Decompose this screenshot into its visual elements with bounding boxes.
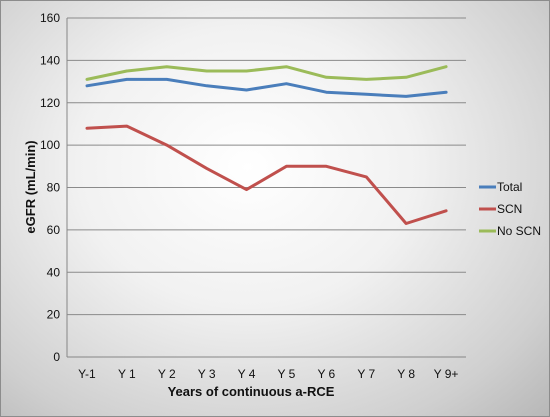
y-tick-label: 120 — [40, 96, 60, 110]
x-tick-label: Y 2 — [158, 367, 176, 381]
legend-label: Total — [497, 180, 522, 194]
gridlines — [66, 17, 466, 358]
x-axis-title: Years of continuous a-RCE — [168, 384, 335, 399]
series-line-no-scn — [85, 65, 448, 81]
y-tick-label: 100 — [40, 138, 60, 152]
y-tick-label: 160 — [40, 11, 60, 25]
y-tick-label: 40 — [47, 265, 61, 279]
x-tick-label: Y 9+ — [434, 367, 459, 381]
y-tick-label: 140 — [40, 53, 60, 67]
y-tick-labels: 0 20 40 60 80 100 120 140 160 — [40, 11, 60, 364]
x-tick-label: Y 4 — [238, 367, 256, 381]
x-tick-labels: Y-1 Y 1 Y 2 Y 3 Y 4 Y 5 Y 6 Y 7 Y 8 Y 9+ — [78, 367, 458, 381]
y-tick-label: 60 — [47, 223, 61, 237]
legend-label: SCN — [497, 202, 522, 216]
y-tick-label: 80 — [47, 181, 61, 195]
x-tick-label: Y 1 — [118, 367, 136, 381]
legend: Total SCN No SCN — [479, 180, 541, 238]
x-tick-label: Y 7 — [357, 367, 375, 381]
x-tick-label: Y-1 — [78, 367, 96, 381]
series-lines — [85, 65, 448, 225]
y-axis-title: eGFR (mL/min) — [23, 140, 38, 233]
legend-label: No SCN — [497, 224, 541, 238]
y-tick-label: 0 — [53, 350, 60, 364]
series-line-scn — [85, 124, 448, 225]
x-tick-label: Y 8 — [397, 367, 415, 381]
x-tick-label: Y 6 — [317, 367, 335, 381]
y-tick-label: 20 — [47, 308, 61, 322]
x-tick-label: Y 5 — [278, 367, 296, 381]
x-tick-label: Y 3 — [198, 367, 216, 381]
series-line-total — [85, 77, 448, 98]
